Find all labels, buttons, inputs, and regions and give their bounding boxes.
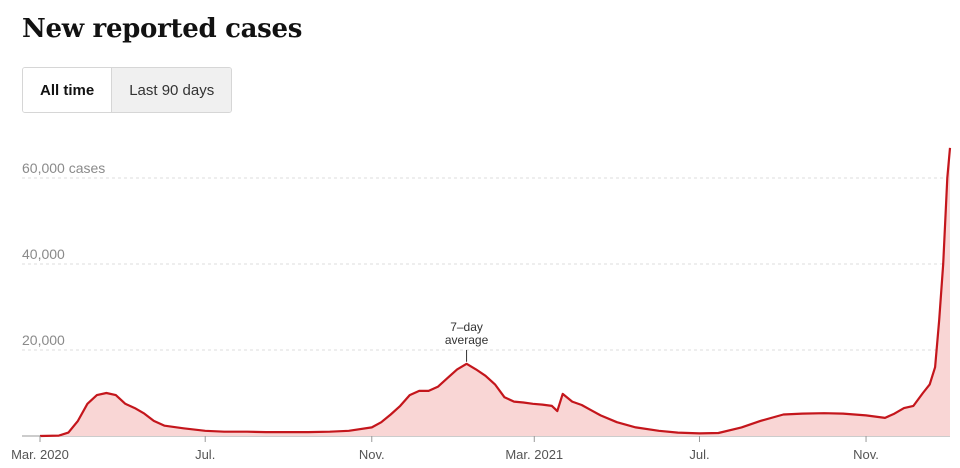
y-tick-label: 40,000 [22,246,65,262]
x-axis-labels: Mar. 2020 Jul. Nov. Mar. 2021 Jul. Nov. [11,436,879,462]
y-tick-label: 60,000 cases [22,160,105,176]
x-tick-label: Mar. 2020 [11,447,69,462]
x-tick-label: Jul. [689,447,709,462]
cases-line [39,147,952,438]
y-axis-labels: 20,000 40,000 60,000 cases [22,160,105,348]
y-tick-label: 20,000 [22,332,65,348]
cases-area [40,147,950,436]
all-time-tab[interactable]: All time [23,68,112,112]
x-tick-label: Mar. 2021 [505,447,563,462]
chart-title: New reported cases [22,14,303,44]
time-range-toggle[interactable]: All time Last 90 days [22,67,233,113]
annotation-text: 7–day [450,320,483,334]
last-90-days-tab[interactable]: Last 90 days [111,68,232,112]
x-tick-label: Nov. [359,447,385,462]
x-tick-label: Jul. [195,447,215,462]
x-tick-label: Nov. [853,447,879,462]
annotation-text: average [445,333,489,347]
